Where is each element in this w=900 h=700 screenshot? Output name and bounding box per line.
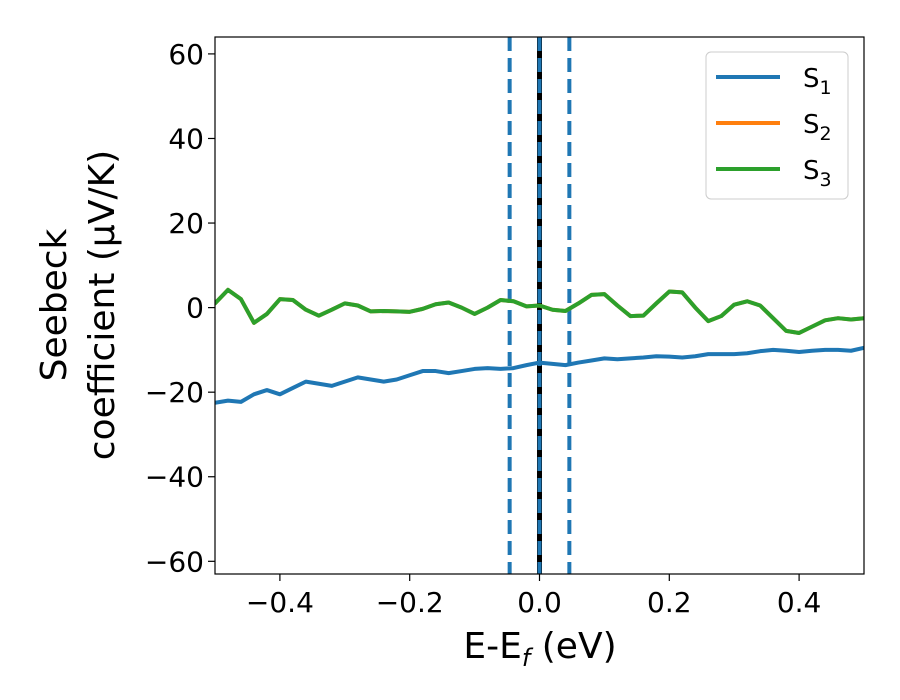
x-tick-label: −0.2 (376, 586, 444, 619)
series-line-s3 (215, 287, 864, 335)
y-tick-label: 40 (168, 122, 204, 155)
series-lines (215, 287, 864, 405)
x-axis-label-unit: (eV) (530, 626, 616, 667)
legend-label-s3: S3 (803, 156, 832, 191)
y-tick-label: 0 (186, 292, 204, 325)
y-axis: −60 −40 −20 0 20 40 60 (145, 38, 215, 578)
x-tick-label: 0.0 (517, 586, 562, 619)
x-axis: −0.4 −0.2 0.0 0.2 0.4 (246, 574, 821, 619)
y-tick-label: −40 (145, 461, 204, 494)
legend-box (705, 51, 849, 200)
x-axis-label: E-Ef (eV) (463, 626, 616, 672)
legend-label-s2: S2 (803, 110, 832, 145)
x-tick-label: 0.2 (647, 586, 692, 619)
y-tick-label: −60 (145, 545, 204, 578)
series-line-s1 (215, 345, 864, 405)
legend-label-s1: S1 (803, 64, 832, 99)
y-axis-label-line2: coefficient (μV/K) (82, 150, 123, 460)
legend: S1 S2 S3 (705, 51, 849, 200)
x-tick-label: −0.4 (246, 586, 314, 619)
y-axis-label: Seebeck coefficient (μV/K) (34, 150, 123, 460)
x-axis-label-main: E-E (463, 626, 521, 667)
y-tick-label: 60 (168, 38, 204, 71)
y-tick-label: 20 (168, 207, 204, 240)
y-tick-label: −20 (145, 376, 204, 409)
y-axis-label-line1: Seebeck (34, 228, 75, 381)
x-tick-label: 0.4 (777, 586, 822, 619)
